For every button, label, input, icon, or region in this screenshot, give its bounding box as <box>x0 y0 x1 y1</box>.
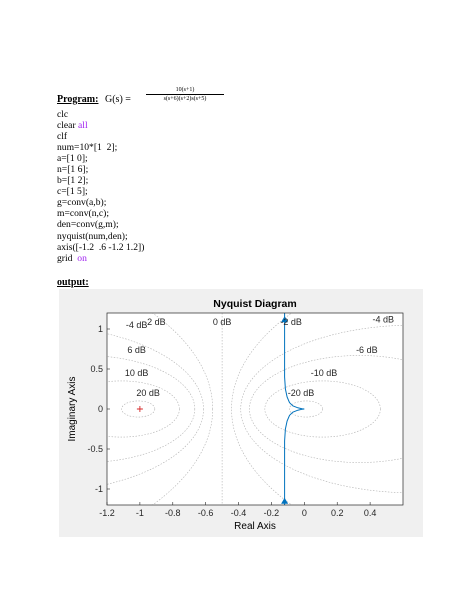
code-line: axis([-1.2 .6 -1.2 1.2]) <box>57 242 144 253</box>
db-label: 6 dB <box>127 345 146 355</box>
chart-title: Nyquist Diagram <box>213 298 296 310</box>
code-text: nyquist(num,den); <box>57 230 128 242</box>
nyquist-curve <box>284 313 305 505</box>
x-tick-label: 0.2 <box>331 508 344 518</box>
output-label: output: <box>57 277 89 288</box>
db-label: -2 dB <box>280 317 302 327</box>
db-label: 0 dB <box>213 317 232 327</box>
transfer-function-denominator: s(s+6)(s+2)s(s+5) <box>146 94 224 103</box>
m-circle-grid <box>107 333 204 485</box>
code-line: clc <box>57 109 144 120</box>
m-circle-grid <box>289 400 323 418</box>
program-header: Program: G(s) = 10(s+1) s(s+6)(s+2)s(s+5… <box>57 87 224 105</box>
code-keyword: on <box>77 252 87 264</box>
m-circle-grid <box>151 313 213 505</box>
y-axis-label: Imaginary Axis <box>67 376 78 441</box>
code-line: clf <box>57 131 144 142</box>
y-tick-label: -0.5 <box>87 444 103 454</box>
m-circle-grid <box>264 380 381 438</box>
plot-area <box>107 313 403 505</box>
code-text: c=[1 5]; <box>57 186 88 198</box>
code-text: a=[1 0]; <box>57 153 88 165</box>
m-circle-grid <box>240 325 403 493</box>
m-circle-grid <box>107 356 196 462</box>
code-keyword: all <box>78 120 88 132</box>
code-text: grid <box>57 252 78 264</box>
m-circle-grid <box>249 355 403 463</box>
code-text: axis([-1.2 .6 -1.2 1.2]) <box>57 241 145 253</box>
program-label: Program: <box>57 94 99 105</box>
db-label: -20 dB <box>288 388 315 398</box>
code-text: g=conv(a,b); <box>57 197 107 209</box>
x-axis-label: Real Axis <box>234 521 276 532</box>
nyquist-figure: 2 dB 0 dB -2 dB -4 dB -4 dB 6 dB -6 dB 10 dB -10… <box>59 289 423 537</box>
db-label: 10 dB <box>125 368 149 378</box>
direction-arrow-marker <box>281 316 289 323</box>
y-tick-label: 0 <box>98 404 103 414</box>
code-text: num=10*[1 2]; <box>57 142 118 154</box>
transfer-function-numerator: 10(s+1) <box>175 87 195 93</box>
code-line: n=[1 6]; <box>57 164 144 175</box>
x-tick-label: -0.6 <box>198 508 214 518</box>
code-text: clc <box>57 109 69 120</box>
code-text: b=[1 2]; <box>57 175 89 187</box>
x-tick-label: 0 <box>302 508 307 518</box>
db-label: -6 dB <box>356 345 378 355</box>
code-line: grid on <box>57 253 144 264</box>
code-line: g=conv(a,b); <box>57 197 144 208</box>
db-label: 20 dB <box>136 388 160 398</box>
db-label: 2 dB <box>147 317 166 327</box>
direction-arrow-marker <box>281 497 289 504</box>
critical-point-marker <box>136 406 143 412</box>
code-line: den=conv(g,m); <box>57 219 144 230</box>
db-label: -10 dB <box>311 368 338 378</box>
m-circle-grid <box>121 400 156 418</box>
grid-layer: 2 dB 0 dB -2 dB -4 dB -4 dB 6 dB -6 dB 10 dB -10… <box>107 313 403 505</box>
code-text: clear <box>57 120 79 132</box>
y-tick-label: -1 <box>95 484 103 494</box>
code-line: nyquist(num,den); <box>57 231 144 242</box>
x-tick-label: -0.2 <box>264 508 280 518</box>
db-label: -4 dB <box>126 320 148 330</box>
matlab-code-block: clc clear all clf num=10*[1 2]; a=[1 0]; n=[1… <box>57 109 144 264</box>
x-tick-label: -1 <box>136 508 144 518</box>
x-tick-label: 0.4 <box>364 508 377 518</box>
code-line: clear all <box>57 120 144 131</box>
x-tick-label: -0.4 <box>231 508 247 518</box>
code-text: den=conv(g,m); <box>57 219 119 231</box>
code-text: m=conv(n,c); <box>57 208 110 220</box>
y-tick-label: 0.5 <box>90 364 103 374</box>
transfer-function-lhs: G(s) = <box>105 94 131 105</box>
code-line: m=conv(n,c); <box>57 208 144 219</box>
code-line: a=[1 0]; <box>57 153 144 164</box>
x-tick-label: -1.2 <box>99 508 115 518</box>
db-label: -4 dB <box>373 315 395 325</box>
transfer-function-fraction: 10(s+1) s(s+6)(s+2)s(s+5) <box>146 86 224 103</box>
code-text: n=[1 6]; <box>57 164 89 176</box>
y-tick-label: 1 <box>98 324 103 334</box>
x-tick-label: -0.8 <box>165 508 181 518</box>
code-line: num=10*[1 2]; <box>57 142 144 153</box>
code-line: c=[1 5]; <box>57 186 144 197</box>
code-text: clf <box>57 131 68 143</box>
code-line: b=[1 2]; <box>57 175 144 186</box>
m-circle-grid <box>107 380 180 438</box>
